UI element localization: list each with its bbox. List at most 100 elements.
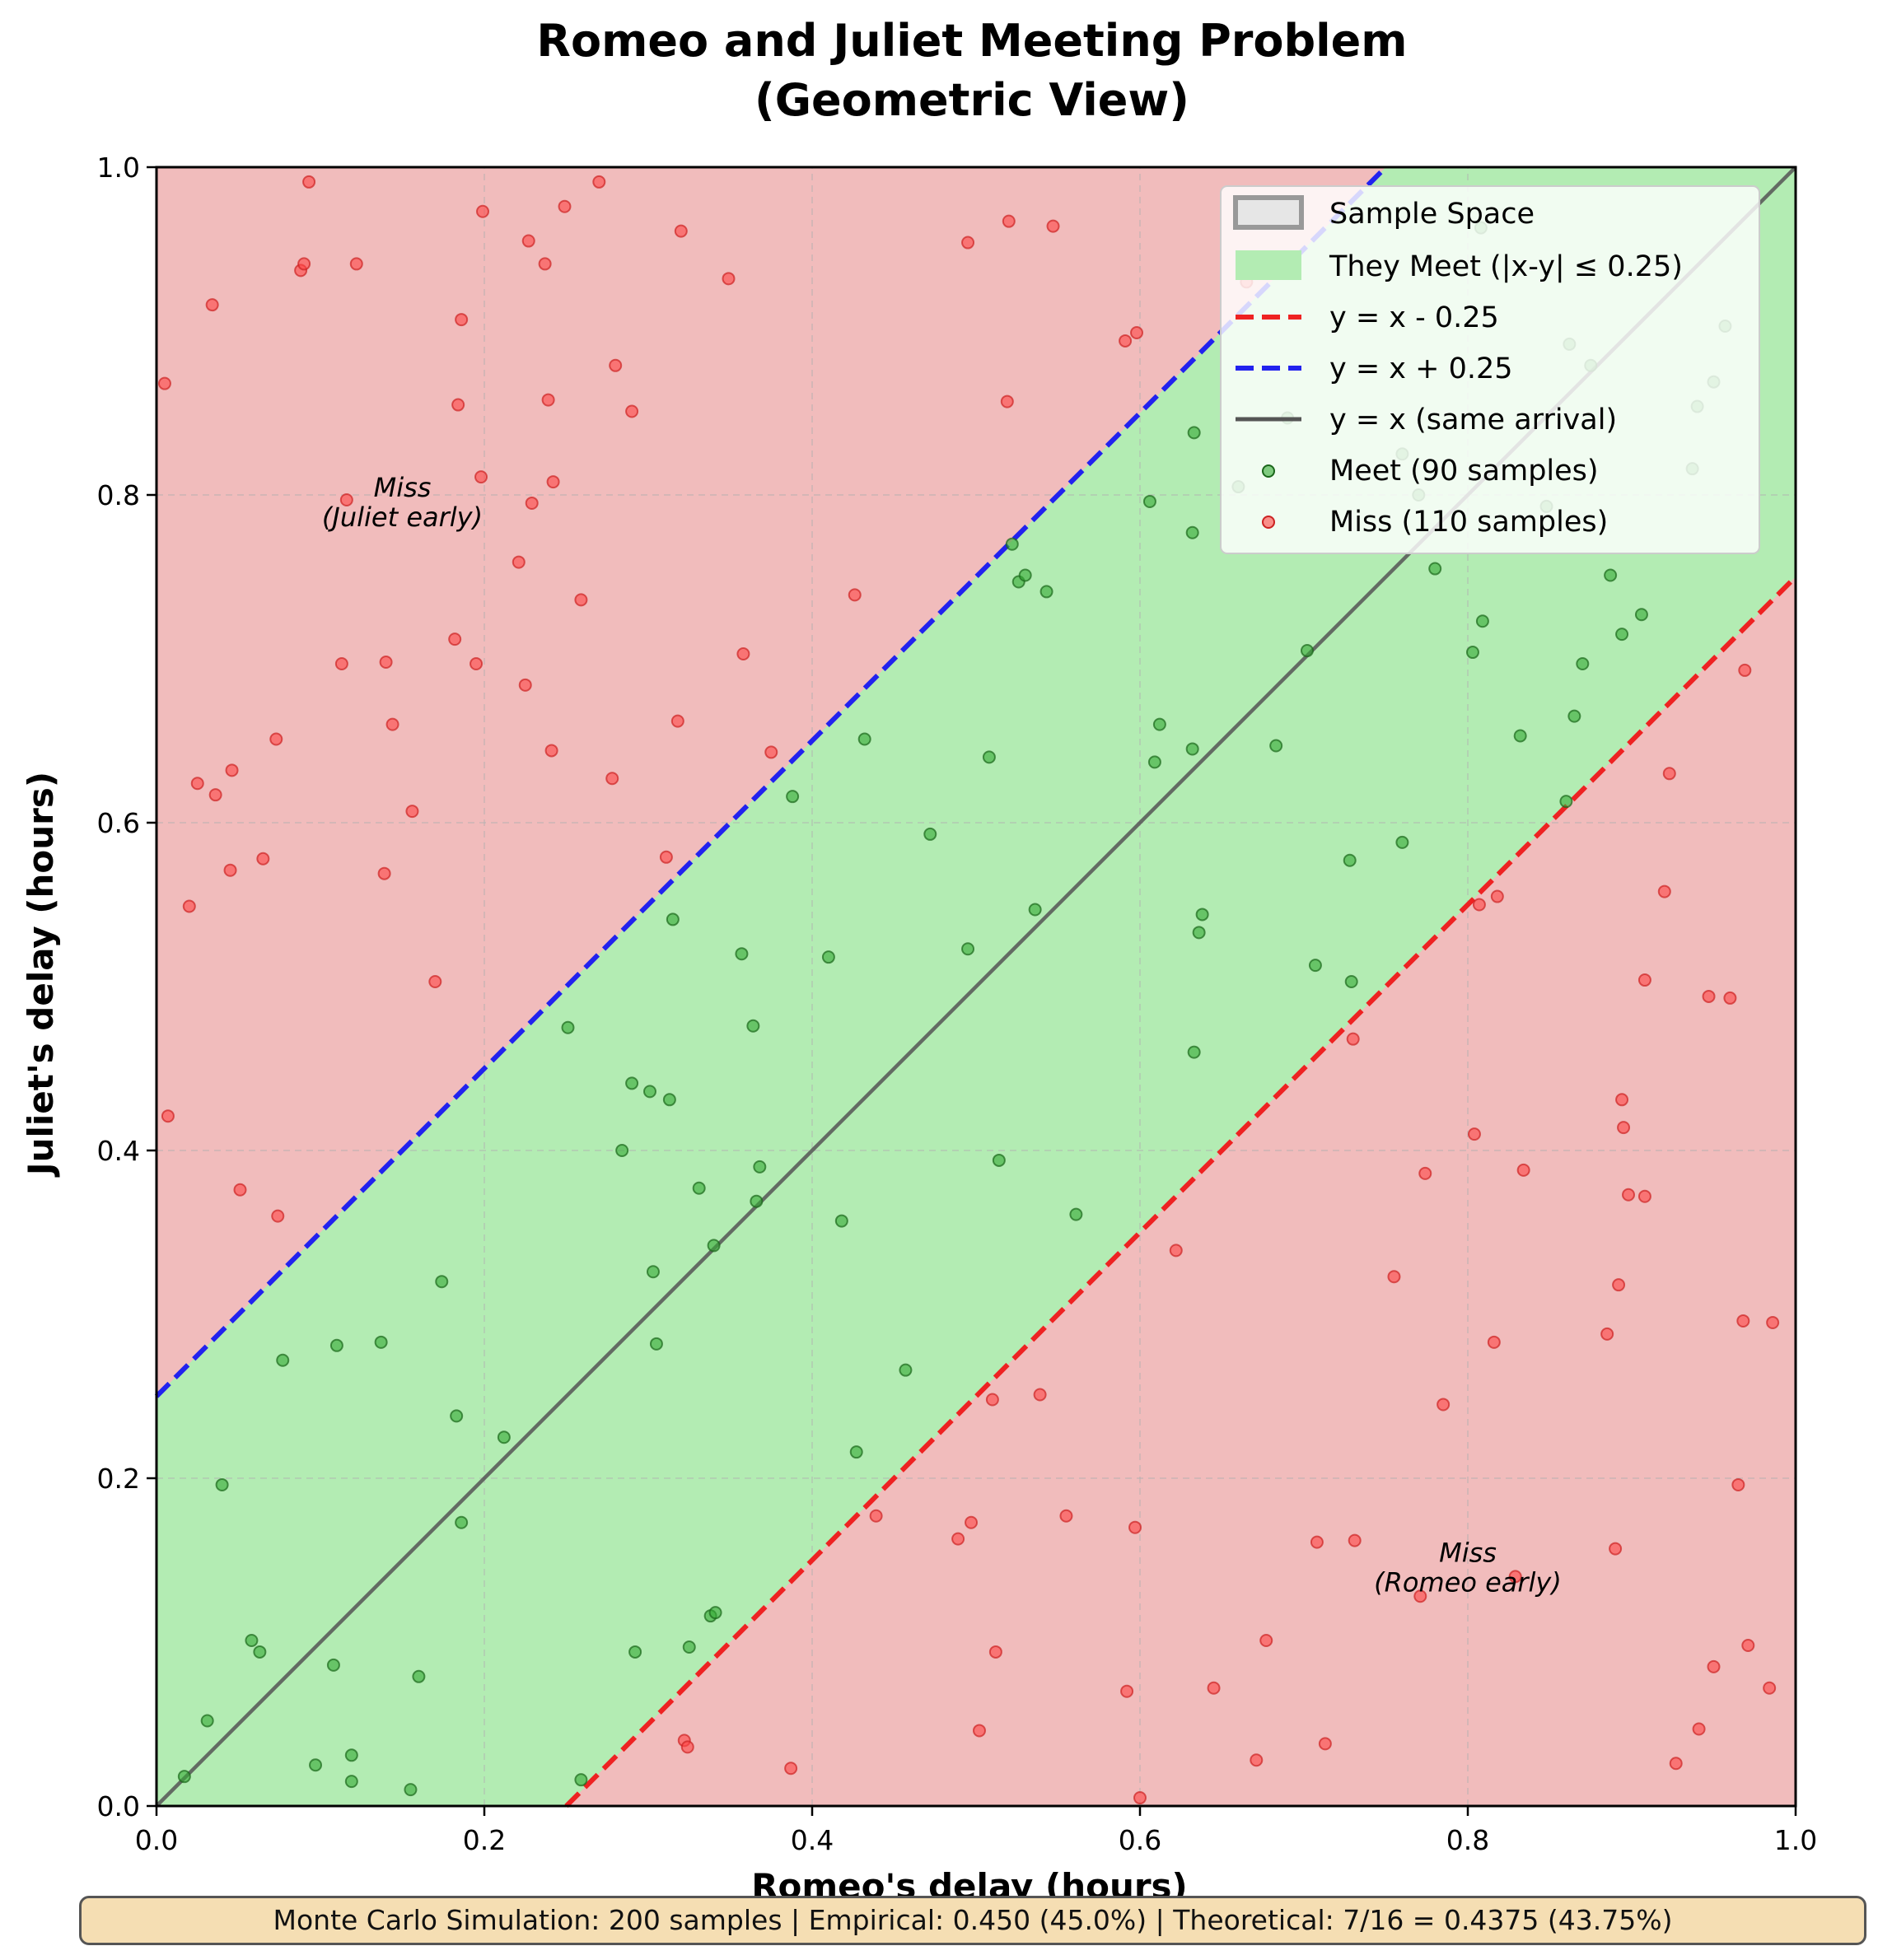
chart-subtitle: (Geometric View) xyxy=(754,74,1189,126)
miss-point xyxy=(1472,898,1486,912)
legend-marker-meet xyxy=(1262,464,1275,478)
miss-point xyxy=(521,234,535,248)
meet-point xyxy=(692,1181,706,1195)
miss-point xyxy=(1259,1634,1273,1648)
legend-label-upper-line: y = x + 0.25 xyxy=(1329,352,1513,385)
meet-point xyxy=(746,1019,760,1033)
meet-point xyxy=(329,1338,343,1352)
miss-point xyxy=(1169,1244,1183,1258)
miss-point xyxy=(190,777,204,791)
miss-point xyxy=(1000,394,1014,408)
y-axis-label: Juliet's delay (hours) xyxy=(21,772,61,1178)
miss-point xyxy=(1516,1163,1530,1177)
legend: Sample Space They Meet (|x-y| ≤ 0.25) y … xyxy=(1220,185,1760,554)
miss-point xyxy=(1348,1533,1362,1547)
annotation-juliet-early-line2: (Juliet early) xyxy=(322,502,483,533)
meet-point xyxy=(253,1645,267,1659)
meet-point xyxy=(992,1153,1006,1167)
y-tick-label: 0.4 xyxy=(97,1135,140,1167)
meet-point xyxy=(412,1669,426,1683)
meet-point xyxy=(177,1770,191,1784)
meet-point xyxy=(344,1775,358,1789)
meet-point xyxy=(404,1783,418,1797)
miss-point xyxy=(518,678,532,692)
miss-point xyxy=(869,1509,883,1523)
meet-point xyxy=(753,1160,767,1174)
miss-point xyxy=(1637,973,1651,987)
miss-point xyxy=(1736,1314,1750,1328)
miss-point xyxy=(1418,1166,1432,1180)
chart-title: Romeo and Juliet Meeting Problem xyxy=(536,15,1407,67)
meet-point xyxy=(982,750,996,764)
miss-point xyxy=(223,863,237,877)
miss-point xyxy=(339,492,353,506)
meet-point xyxy=(1343,853,1357,867)
legend-marker-miss xyxy=(1262,516,1275,529)
miss-point xyxy=(1467,1127,1481,1141)
miss-point xyxy=(1128,1520,1142,1534)
meet-point xyxy=(455,1515,469,1529)
meet-point xyxy=(961,942,975,956)
meet-point xyxy=(374,1335,388,1349)
meet-point xyxy=(450,1409,464,1423)
miss-point xyxy=(1437,1398,1451,1412)
x-axis-ticks: 0.0 0.2 0.4 0.6 0.8 1.0 xyxy=(135,1806,1817,1856)
x-tick-label: 0.2 xyxy=(463,1824,506,1856)
annotation-romeo-early-line2: (Romeo early) xyxy=(1374,1567,1562,1598)
y-tick-label: 0.0 xyxy=(97,1790,140,1822)
meet-point xyxy=(646,1265,660,1279)
miss-point xyxy=(625,404,639,418)
miss-point xyxy=(609,358,623,372)
miss-point xyxy=(1657,884,1671,898)
miss-point xyxy=(1119,334,1133,348)
meet-point xyxy=(276,1353,290,1367)
miss-point xyxy=(349,257,363,271)
legend-swatch-sample-space xyxy=(1233,195,1304,230)
miss-point xyxy=(1622,1188,1636,1202)
miss-point xyxy=(538,257,552,271)
miss-point xyxy=(670,714,684,728)
miss-point xyxy=(1615,1093,1629,1107)
meet-point xyxy=(707,1239,721,1253)
meet-point xyxy=(1428,562,1442,576)
miss-point xyxy=(476,204,490,218)
miss-point xyxy=(985,1393,999,1407)
miss-point xyxy=(1738,663,1752,677)
y-tick-label: 0.8 xyxy=(97,479,140,511)
miss-point xyxy=(161,1109,175,1123)
miss-point xyxy=(205,298,219,312)
miss-point xyxy=(512,555,526,569)
legend-label-sample-space: Sample Space xyxy=(1329,198,1535,231)
x-tick-label: 0.4 xyxy=(791,1824,834,1856)
miss-point xyxy=(525,496,539,510)
legend-label-meet-region: They Meet (|x-y| ≤ 0.25) xyxy=(1329,250,1683,283)
miss-point xyxy=(736,647,750,661)
miss-point xyxy=(988,1645,1002,1659)
y-axis-ticks: 0.0 0.2 0.4 0.6 0.8 1.0 xyxy=(97,152,156,1822)
miss-point xyxy=(1413,1589,1427,1603)
legend-label-diagonal: y = x (same arrival) xyxy=(1329,404,1617,436)
x-tick-label: 0.0 xyxy=(135,1824,178,1856)
miss-point xyxy=(1741,1638,1755,1652)
miss-point xyxy=(302,175,316,189)
meet-point xyxy=(642,1085,656,1099)
x-tick-label: 0.8 xyxy=(1446,1824,1489,1856)
miss-point xyxy=(1207,1681,1221,1695)
miss-point xyxy=(1059,1509,1073,1523)
miss-point xyxy=(455,313,469,327)
meet-point xyxy=(708,1606,722,1620)
miss-point xyxy=(448,632,462,646)
meet-point xyxy=(1576,656,1590,670)
miss-point xyxy=(544,744,558,758)
miss-point xyxy=(1707,1659,1721,1673)
meet-point xyxy=(1395,835,1409,849)
sample-space-border xyxy=(155,166,1797,1808)
miss-point xyxy=(558,199,572,213)
x-tick-label: 1.0 xyxy=(1774,1824,1817,1856)
meet-point xyxy=(1185,525,1199,539)
miss-point xyxy=(1387,1270,1401,1284)
simulation-summary-text: Monte Carlo Simulation: 200 samples | Em… xyxy=(273,1904,1673,1936)
annotation-juliet-early-line1: Miss xyxy=(374,472,432,503)
miss-point xyxy=(1617,1121,1631,1135)
meet-point xyxy=(1604,568,1618,582)
